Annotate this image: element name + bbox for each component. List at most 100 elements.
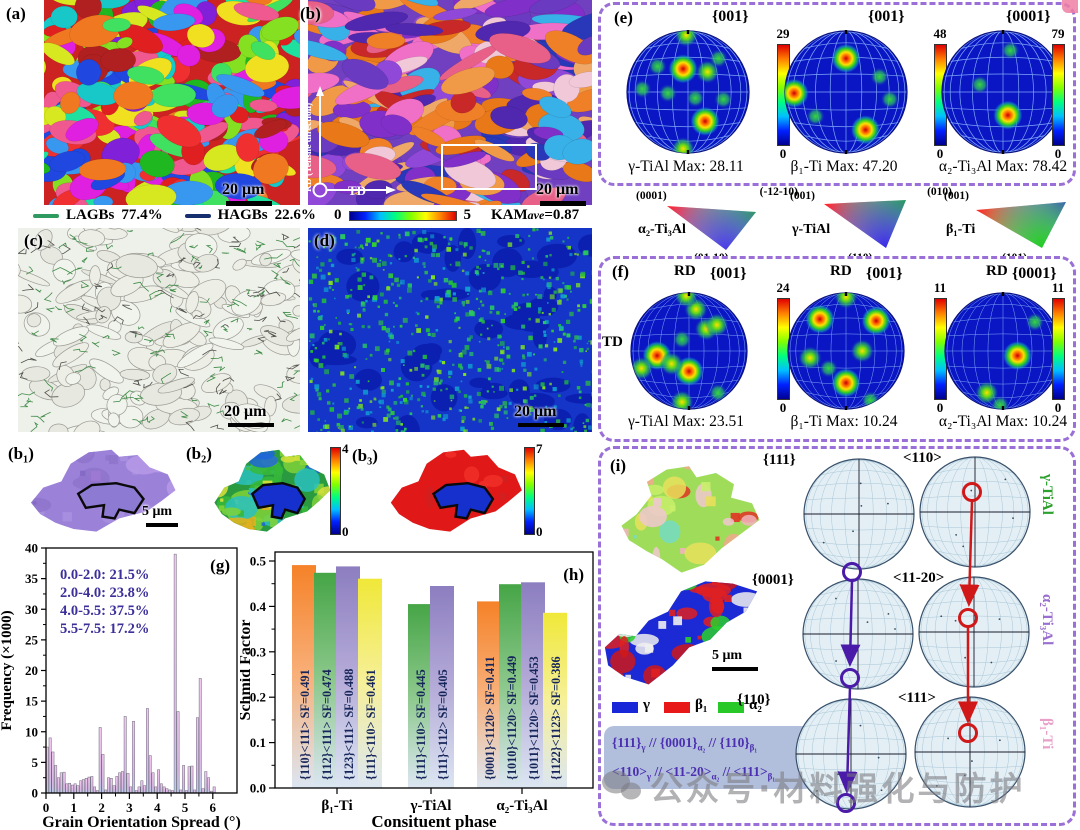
boundary-legend: LAGBs 77.4% HAGBs 22.6% [33, 207, 316, 224]
svg-text:15: 15 [25, 694, 39, 709]
map-d [308, 228, 592, 432]
panel-i-label: (i) [610, 456, 627, 475]
kam-ave-text: KAMave=0.87 [491, 207, 580, 223]
map-b3 [390, 449, 522, 532]
lagbs-pct: 77.4% [121, 207, 163, 223]
svg-text:Consituent phase: Consituent phase [371, 812, 497, 830]
pf-f3-max: 11 [1051, 280, 1065, 295]
svg-text:5: 5 [182, 800, 189, 815]
pf-f3-colorbar [1052, 298, 1065, 400]
scalebar-b-text: 20 μm [536, 181, 579, 198]
pf-i-0001 [802, 578, 914, 690]
pf-f1-max: 24 [776, 280, 790, 295]
ipf-key1-name: α₂-Ti₃Al [638, 222, 686, 237]
ipf-key2-name: γ-TiAl [792, 222, 831, 237]
map-c [18, 228, 300, 432]
i-phase-beta1-label: β₁-Ti [1039, 718, 1055, 750]
map-a [44, 0, 300, 205]
lagbs-line [33, 213, 59, 218]
scalebar-b-bar [540, 201, 586, 206]
pf-f3-caption: α₂-Ti₃Al Max: 10.24 [938, 413, 1068, 430]
pf-f1-rd: RD [674, 263, 696, 279]
svg-text:{110}<111> SF=0.491: {110}<111> SF=0.491 [298, 669, 312, 780]
b2-cbar-max: 4 [342, 441, 349, 456]
pf-e-alpha2 [941, 30, 1065, 154]
hagbs-line [184, 213, 211, 218]
svg-text:{123}<111> SF=0.488: {123}<111> SF=0.488 [342, 669, 356, 780]
b-axes [312, 86, 396, 198]
svg-text:25: 25 [25, 632, 39, 647]
svg-text:{111}<110> SF=0.445: {111}<110> SF=0.445 [414, 669, 428, 780]
map-b [308, 0, 592, 205]
pf-i-1120dir [918, 576, 1030, 688]
chart-h: {110}<111> SF=0.491 {112}<111> SF=0.474 {1… [240, 551, 594, 830]
or-line-2: <110>γ // <11-20>α₂ // <111>β₁ [612, 763, 776, 782]
map-b2 [214, 449, 331, 532]
or-line-1: {111}γ // {0001}α₂ // {110}β₁ [612, 735, 758, 753]
i-pf-dir-2: <11-20> [893, 570, 945, 586]
pf-i-111dir [914, 696, 1026, 808]
svg-text:0: 0 [43, 800, 50, 815]
map-i-bottom [604, 581, 758, 685]
svg-text:20: 20 [25, 663, 38, 678]
panel-b-label: (b) [300, 4, 321, 23]
scalebar-a-text: 20 μm [222, 181, 265, 198]
b3-cbar-min: 0 [536, 524, 543, 539]
svg-text:{111}<110> SF=0.461: {111}<110> SF=0.461 [364, 669, 378, 780]
scalebar-a-bar [226, 201, 272, 206]
ipf-triangle-alpha2 [667, 206, 756, 250]
orientation-relationship-box: {111}γ // {0001}α₂ // {110}β₁ <110>γ // … [604, 726, 814, 790]
ipf-key-beta1: (001) (111) (101) β₁-Ti [944, 190, 1080, 264]
pf-e2-plane: {001} [868, 8, 905, 25]
pf-f-gamma [630, 292, 748, 410]
scalebar-d-bar [518, 423, 564, 427]
pf-e1-min: 0 [779, 146, 787, 161]
scalebar-b1-bar [146, 523, 178, 527]
pf-i-110dir [919, 456, 1031, 568]
hagbs-pct: 22.6% [274, 207, 316, 223]
pf-e1-max: 29 [776, 26, 790, 41]
panel-b1-label: (b₁) [8, 444, 34, 463]
hagbs-label: HAGBs [217, 207, 268, 223]
panel-c-label: (c) [24, 231, 43, 250]
pf-e3-max: 79 [1051, 26, 1065, 41]
pf-e-gamma [626, 30, 750, 154]
ipf-key-alpha2: (0001) (-12-10) (01-10) α₂-Ti₃Al [636, 186, 798, 264]
b2-colorbar [330, 447, 341, 535]
panel-a-label: (a) [6, 4, 26, 23]
i-pf-plane-1: {111} [763, 452, 796, 468]
ipf-triangle-beta1 [976, 202, 1066, 248]
pf-f2-max: 11 [933, 280, 947, 295]
svg-text:0.0: 0.0 [250, 781, 266, 796]
svg-text:Schmid Factor: Schmid Factor [240, 620, 254, 721]
i-legend-swatch-beta1 [664, 702, 690, 713]
kam-colorbar [348, 210, 457, 221]
pf-e3-caption: α₂-Ti₃Al Max: 78.42 [938, 158, 1068, 175]
pf-e3-colorbar [1052, 44, 1065, 146]
svg-text:35: 35 [25, 571, 39, 586]
svg-text:γ-TiAl: γ-TiAl [410, 798, 452, 814]
pf-f1-min: 0 [779, 400, 787, 415]
panel-b3-label: (b₃) [352, 446, 378, 465]
svg-text:Grain Orientation Spread (°): Grain Orientation Spread (°) [42, 814, 241, 830]
scalebar-i-bar [712, 667, 758, 671]
svg-text:1: 1 [71, 800, 78, 815]
b3-colorbar [524, 447, 535, 535]
pf-f2-plane: {001} [866, 265, 903, 282]
i-pf-plane-2: {0001} [752, 572, 794, 588]
svg-text:{112}<111> SF=0.474: {112}<111> SF=0.474 [320, 669, 334, 780]
pf-e2-min: 0 [936, 146, 944, 161]
svg-text:5.5-7.5: 17.2%: 5.5-7.5: 17.2% [60, 621, 149, 637]
pf-e2-caption: β₁-Ti Max: 47.20 [790, 158, 898, 175]
svg-text:Frequency (×1000): Frequency (×1000) [0, 610, 15, 730]
svg-text:3: 3 [126, 800, 133, 815]
pf-e2-max: 48 [933, 26, 947, 41]
svg-text:0.4: 0.4 [250, 599, 267, 614]
svg-text:4: 4 [154, 800, 161, 815]
i-pf-dir-1: <110> [903, 450, 942, 466]
svg-text:0: 0 [32, 786, 39, 801]
svg-text:0.1: 0.1 [250, 735, 266, 750]
map-i-top [621, 466, 760, 573]
